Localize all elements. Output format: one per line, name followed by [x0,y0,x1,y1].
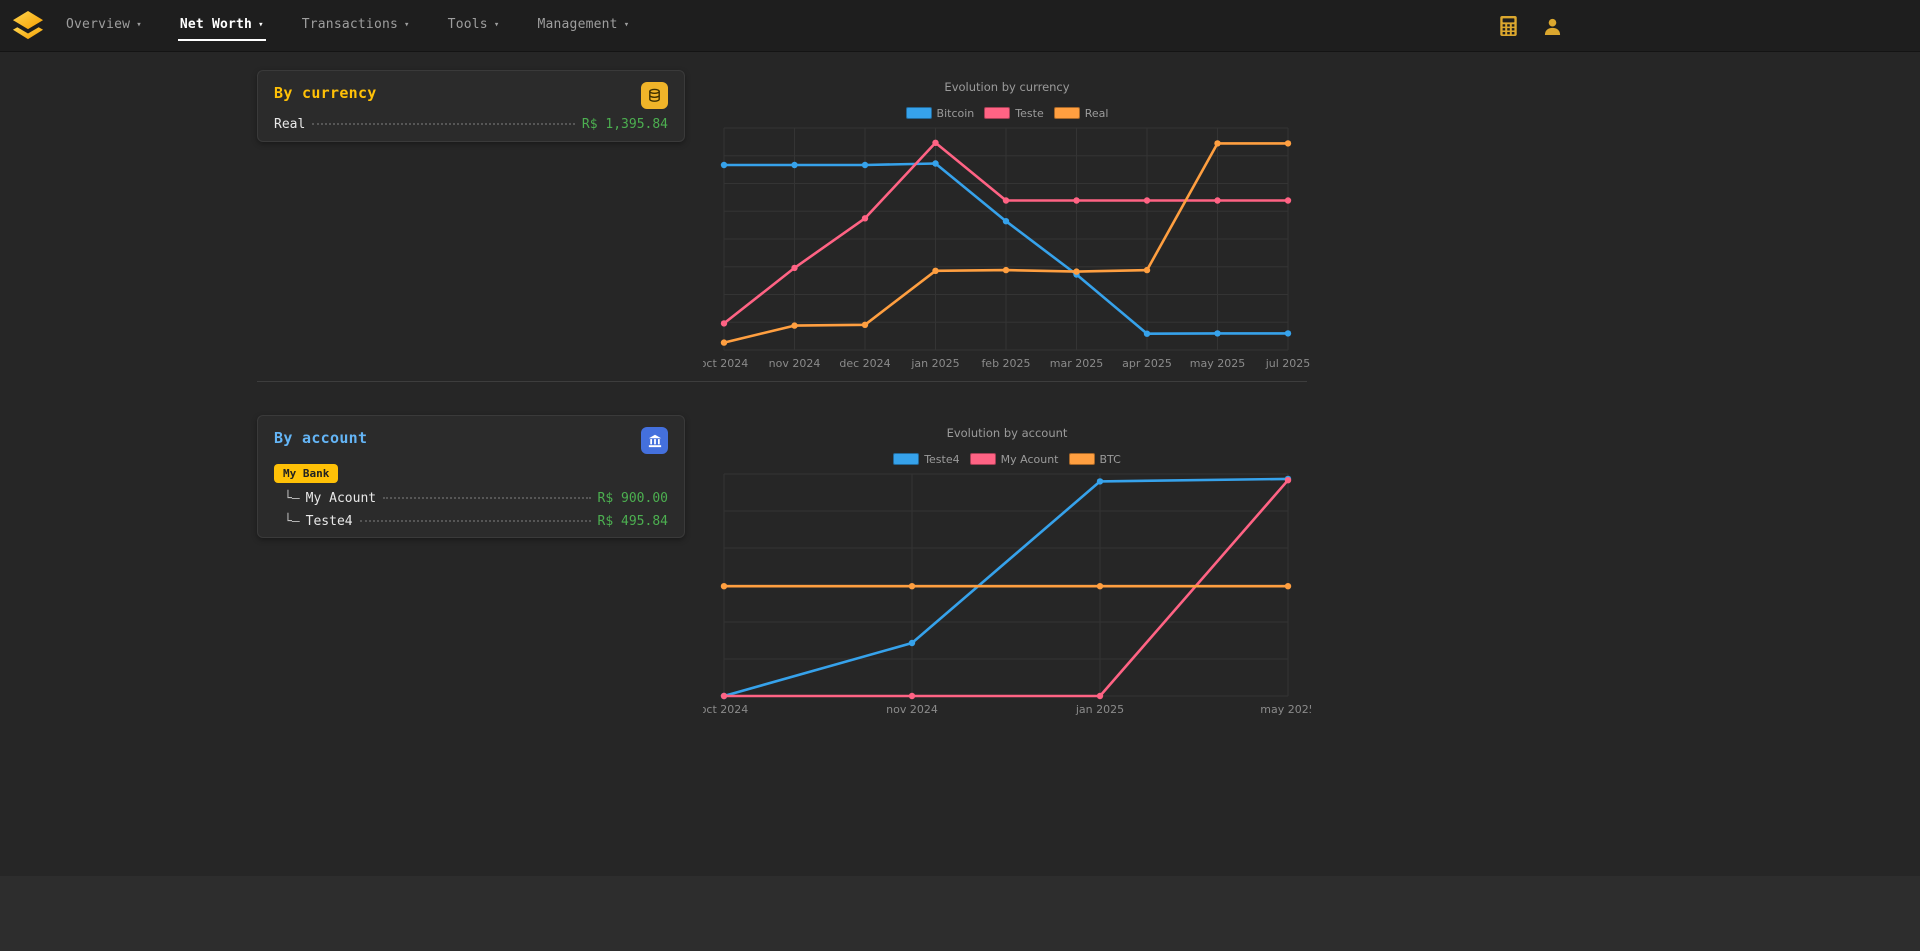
dotted-leader [312,123,575,125]
svg-text:oct 2024: oct 2024 [703,357,748,370]
svg-text:feb 2025: feb 2025 [981,357,1030,370]
legend-item-real[interactable]: Real [1053,106,1109,120]
account-card-button[interactable] [641,427,668,454]
user-icon [1544,18,1561,35]
dotted-leader [359,520,591,522]
legend-label: My Acount [1000,452,1059,466]
svg-text:dec 2024: dec 2024 [839,357,890,370]
currency-value: R$ 1,395.84 [581,117,668,132]
nav-transactions[interactable]: Transactions ▾ [300,11,412,41]
nav-tools[interactable]: Tools ▾ [446,11,502,41]
legend-swatch-icon [1068,453,1095,465]
legend-item-btc[interactable]: BTC [1068,452,1121,466]
legend-swatch-icon [893,453,920,465]
legend-item-bitcoin[interactable]: Bitcoin [905,106,975,120]
svg-text:nov 2024: nov 2024 [886,703,938,716]
chevron-down-icon: ▾ [136,19,142,30]
svg-text:jul 2025: jul 2025 [1265,357,1311,370]
chart-title: Evolution by account [946,426,1068,440]
account-value: R$ 495.84 [597,514,668,529]
evolution-by-account-chart: Evolution by account Teste4 My Acount BTC … [703,416,1311,720]
calculator-button[interactable] [1498,14,1519,38]
svg-text:jan 2025: jan 2025 [910,357,959,370]
line-chart-canvas[interactable]: oct 2024 nov 2024 jan 2025 may 2025 [703,468,1311,720]
legend-item-teste[interactable]: Teste [984,106,1044,120]
nav-management[interactable]: Management ▾ [535,11,631,41]
legend-label: BTC [1099,452,1121,466]
legend-label: Real [1084,106,1109,120]
nav-net-worth-label: Net Worth [179,16,253,32]
nav-net-worth[interactable]: Net Worth ▾ [177,11,266,41]
section-divider [257,381,1307,382]
line-chart-canvas[interactable]: oct 2024 nov 2024 dec 2024 jan 2025 feb 2025… [703,122,1311,374]
chevron-down-icon: ▾ [258,19,264,30]
calculator-icon [1500,16,1517,36]
chart-legend: Bitcoin Teste Real [901,106,1114,120]
bank-icon [648,434,661,447]
chevron-down-icon: ▾ [623,19,630,30]
svg-text:nov 2024: nov 2024 [769,357,821,370]
tree-branch-icon: └– [284,491,300,506]
main-nav: Overview ▾ Net Worth ▾ Transactions ▾ To… [64,11,631,41]
by-currency-card: By currency Real R$ 1,395.84 [257,70,685,142]
by-account-card: By account My Bank └– My Acount R$ 900.00… [257,415,685,538]
legend-swatch-icon [1053,107,1080,119]
legend-item-teste4[interactable]: Teste4 [893,452,960,466]
nav-overview[interactable]: Overview ▾ [64,11,144,41]
svg-text:mar 2025: mar 2025 [1050,357,1103,370]
svg-text:apr 2025: apr 2025 [1122,357,1172,370]
legend-swatch-icon [905,107,932,119]
svg-text:oct 2024: oct 2024 [703,703,748,716]
chart-title: Evolution by currency [944,80,1070,94]
chevron-down-icon: ▾ [493,19,500,30]
coins-icon [649,88,660,102]
legend-label: Teste [1015,106,1044,120]
svg-text:may 2025: may 2025 [1190,357,1245,370]
currency-row: Real R$ 1,395.84 [274,117,668,132]
nav-transactions-label: Transactions [301,16,399,32]
legend-label: Bitcoin [936,106,975,120]
svg-text:jan 2025: jan 2025 [1075,703,1124,716]
nav-management-label: Management [537,16,618,32]
nav-overview-label: Overview [66,16,131,32]
chevron-down-icon: ▾ [404,19,410,30]
account-row: └– Teste4 R$ 495.84 [274,514,668,529]
currency-label: Real [274,117,306,132]
chart-legend: Teste4 My Acount BTC [888,452,1126,466]
tree-branch-icon: └– [284,514,300,529]
account-label: └– My Acount [284,491,377,506]
layers-logo-icon [12,10,44,39]
page-bottom-strip [0,928,1920,951]
svg-text:may 2025: may 2025 [1260,703,1311,716]
nav-tools-label: Tools [447,16,488,32]
main-content: By currency Real R$ 1,395.84 By account [0,52,1920,951]
legend-label: Teste4 [924,452,960,466]
legend-swatch-icon [984,107,1011,119]
app-logo[interactable] [8,6,48,46]
legend-item-my-acount[interactable]: My Acount [969,452,1059,466]
topbar: Overview ▾ Net Worth ▾ Transactions ▾ To… [0,0,1920,52]
account-value: R$ 900.00 [597,491,668,506]
dotted-leader [383,497,591,499]
evolution-by-currency-chart: Evolution by currency Bitcoin Teste Real o… [703,70,1311,374]
account-label: └– Teste4 [284,514,353,529]
by-currency-title: By currency [274,84,377,102]
bank-badge[interactable]: My Bank [274,464,339,483]
by-account-title: By account [274,429,368,447]
currency-card-button[interactable] [641,82,668,109]
account-row: └– My Acount R$ 900.00 [274,491,668,506]
user-button[interactable] [1541,15,1564,38]
legend-swatch-icon [969,453,996,465]
